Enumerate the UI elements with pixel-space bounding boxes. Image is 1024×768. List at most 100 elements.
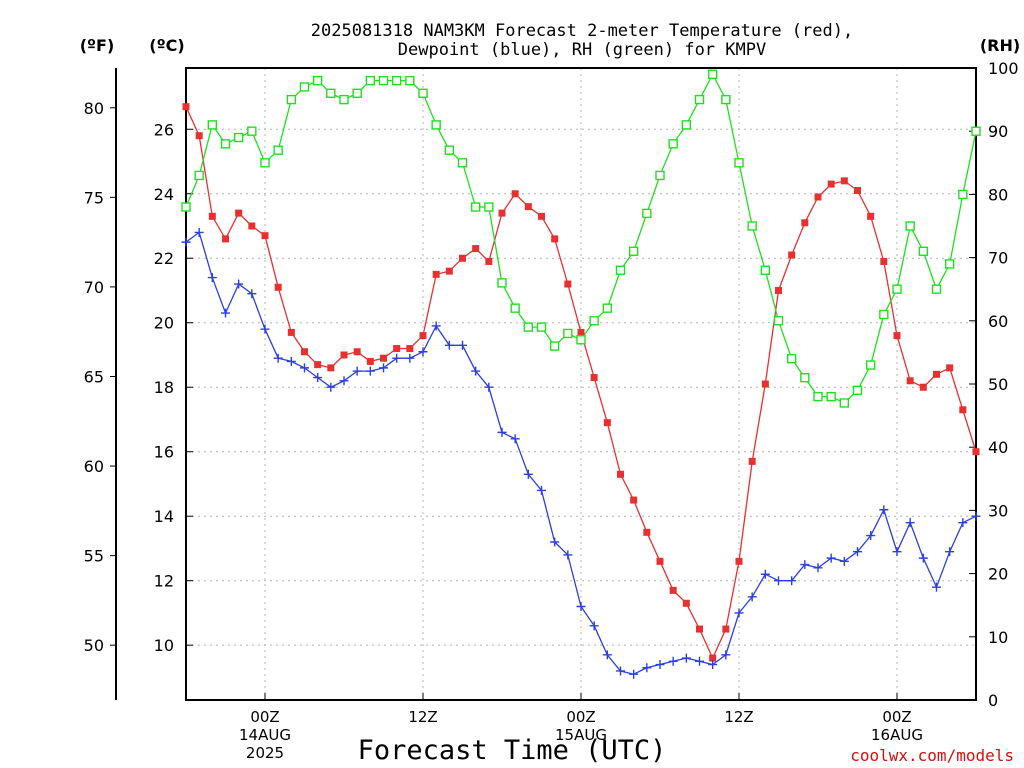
rh-tick-label: 50 [988, 375, 1008, 394]
dewpoint-point [326, 382, 336, 392]
rh-point [786, 354, 797, 364]
rh-point [457, 158, 468, 168]
2-meter-temperature-point [380, 354, 387, 362]
fahrenheit-tick-label: 60 [84, 457, 104, 476]
fahrenheit-tick-label: 80 [84, 99, 104, 118]
rh-point [655, 170, 665, 181]
rh-point [233, 132, 244, 143]
rh-point [484, 202, 494, 212]
2-meter-temperature-point [208, 212, 216, 220]
2-meter-temperature-point [235, 209, 243, 217]
rh-point [681, 120, 692, 130]
dewpoint-point [221, 308, 230, 318]
rh-point [365, 75, 376, 86]
2-meter-temperature-point [617, 470, 624, 478]
2-meter-temperature-point [972, 448, 980, 456]
rh-point [602, 303, 613, 313]
rh-point [668, 139, 678, 149]
chart-title-line-2: Dewpoint (blue), RH (green) for KMPV [398, 40, 766, 60]
dewpoint-point [879, 505, 889, 515]
rh-point [707, 69, 718, 80]
credit-text[interactable]: coolwx.com/models [850, 746, 1014, 765]
dewpoint-point [260, 324, 270, 334]
2-meter-temperature-point [630, 496, 638, 504]
2-meter-temperature-point [314, 361, 322, 369]
2-meter-temperature-point [709, 654, 717, 662]
2-meter-temperature-point [327, 364, 335, 372]
dewpoint-point [787, 576, 797, 586]
2-meter-temperature-point [195, 132, 203, 140]
rh-tick-label: 0 [988, 691, 998, 710]
celsius-tick-label: 18 [154, 378, 174, 397]
fahrenheit-axis-unit: (ºF) [80, 36, 115, 55]
2-meter-temperature-point [261, 232, 269, 240]
x-axis-label: Forecast Time (UTC) [358, 735, 667, 766]
x-tick-label: 15AUG [555, 726, 607, 744]
dewpoint-point [418, 347, 428, 357]
2-meter-temperature-point [959, 406, 967, 414]
2-meter-temperature-point [946, 364, 954, 372]
2-meter-temperature-point [393, 345, 401, 353]
rh-point [826, 391, 836, 402]
series-dewpoint [181, 227, 981, 679]
x-tick-label: 2025 [246, 744, 284, 762]
2-meter-temperature-point [485, 257, 493, 265]
dewpoint-point [550, 537, 560, 547]
rh-point [931, 284, 942, 294]
dewpoint-point [734, 608, 744, 618]
rh-point [418, 88, 428, 98]
rh-tick-label: 70 [988, 249, 1008, 268]
dewpoint-point [194, 227, 204, 237]
2-meter-temperature-point [867, 212, 875, 220]
celsius-axis-unit: (ºC) [149, 36, 184, 55]
2-meter-temperature-point [722, 625, 730, 633]
2-meter-temperature-point [696, 625, 703, 633]
dewpoint-point [616, 666, 625, 676]
dewpoint-point [774, 576, 783, 586]
2-meter-temperature-point [406, 345, 414, 353]
rh-point [589, 316, 599, 326]
rh-point [260, 158, 270, 168]
dewpoint-point [207, 273, 217, 283]
dewpoint-point [339, 376, 349, 386]
dewpoint-point [655, 660, 665, 670]
rh-point [510, 303, 520, 313]
rh-point [536, 322, 547, 332]
x-tick-label: 00Z [566, 708, 595, 726]
celsius-tick-label: 16 [154, 443, 174, 462]
fahrenheit-tick-label: 75 [84, 188, 104, 207]
dewpoint-point [905, 518, 915, 528]
series-2-meter-temperature [182, 103, 980, 662]
2-meter-temperature-point [933, 370, 940, 378]
rh-point [721, 94, 731, 105]
rh-point [628, 246, 639, 256]
2-meter-temperature-point [301, 348, 308, 356]
dewpoint-point [247, 289, 257, 299]
rh-tick-label: 40 [988, 438, 1008, 457]
dewpoint-point [642, 663, 652, 673]
dewpoint-point [484, 382, 494, 392]
rh-tick-label: 80 [988, 185, 1008, 204]
rh-point [694, 94, 705, 105]
2-meter-temperature-point [274, 283, 282, 291]
rh-point [391, 75, 402, 86]
2-meter-temperature-point [761, 380, 769, 388]
2-meter-temperature-point [366, 357, 374, 365]
dewpoint-point [352, 366, 362, 376]
rh-point [576, 335, 586, 345]
rh-point [800, 372, 810, 383]
dewpoint-point [708, 660, 718, 670]
rh-point [879, 309, 889, 320]
rh-point [865, 360, 876, 370]
rh-point [523, 322, 534, 332]
celsius-tick-label: 20 [154, 314, 174, 333]
2-meter-temperature-point [590, 374, 598, 382]
2-meter-temperature-point [801, 219, 809, 227]
rh-point [194, 170, 204, 181]
dewpoint-point [392, 353, 402, 363]
rh-point [642, 208, 652, 219]
dewpoint-point [932, 582, 941, 592]
dewpoint-point [313, 373, 323, 383]
rh-point [971, 126, 981, 136]
